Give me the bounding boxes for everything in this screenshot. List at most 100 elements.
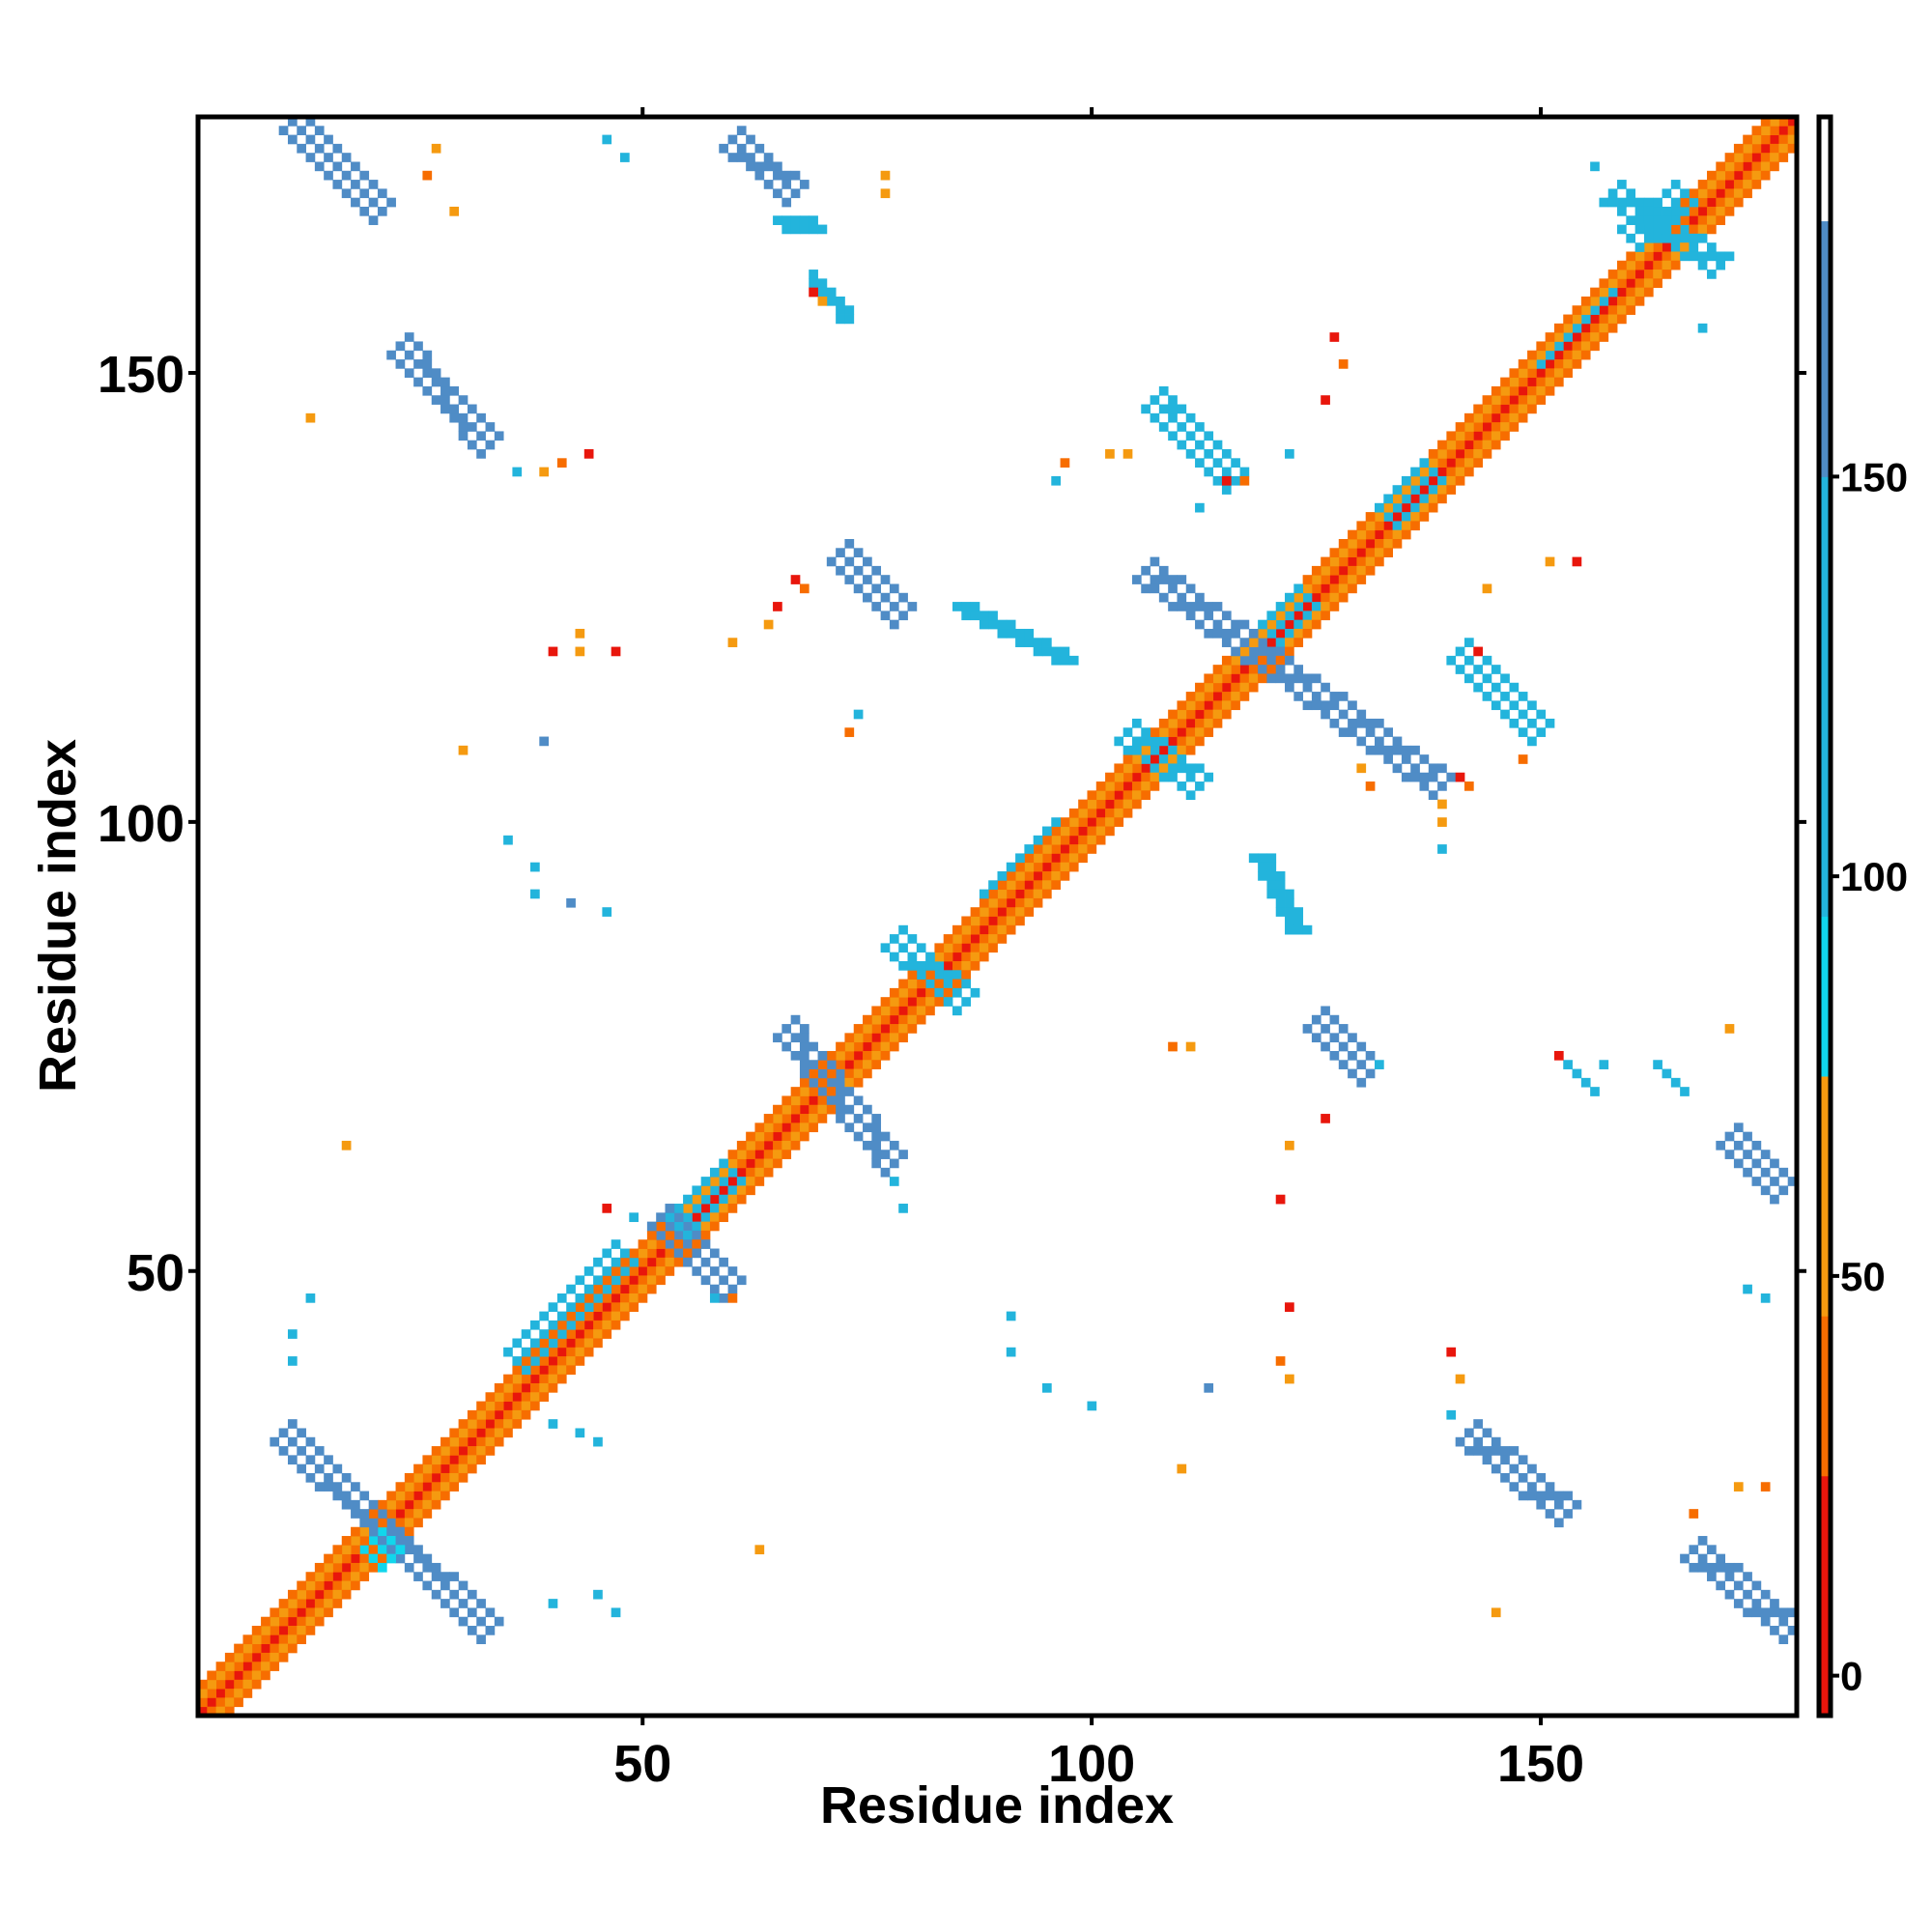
heatmap-cell	[449, 1437, 459, 1447]
heatmap-cell	[503, 1392, 513, 1402]
heatmap-cell	[1707, 180, 1717, 189]
heatmap-cell	[898, 1033, 908, 1042]
heatmap-cell	[1330, 575, 1340, 584]
heatmap-cell	[1456, 665, 1465, 674]
heatmap-cell	[791, 215, 801, 225]
heatmap-cell	[1635, 242, 1645, 252]
heatmap-cell	[359, 1492, 369, 1501]
heatmap-cell	[692, 1266, 701, 1276]
heatmap-cell	[503, 1428, 513, 1437]
heatmap-cell	[413, 359, 423, 369]
heatmap-cell	[791, 575, 801, 584]
heatmap-cell	[746, 1168, 755, 1178]
heatmap-cell	[898, 611, 908, 620]
heatmap-cell	[1410, 763, 1420, 773]
heatmap-cell	[1698, 1554, 1708, 1564]
heatmap-cell	[629, 1212, 639, 1222]
heatmap-cell	[728, 1285, 738, 1294]
heatmap-cell	[1321, 1042, 1330, 1052]
heatmap-cell	[674, 1212, 684, 1222]
heatmap-cell	[1141, 763, 1151, 773]
heatmap-cell	[440, 1492, 450, 1501]
heatmap-cell	[1707, 198, 1717, 208]
heatmap-cell	[1339, 1042, 1349, 1052]
heatmap-cell	[1015, 863, 1025, 872]
heatmap-cell	[1492, 422, 1501, 432]
heatmap-cell	[656, 1239, 666, 1249]
heatmap-cell	[818, 1087, 828, 1096]
heatmap-cell	[1078, 827, 1088, 837]
heatmap-cell	[1186, 449, 1196, 459]
heatmap-cell	[665, 1222, 674, 1232]
heatmap-cell	[754, 1177, 764, 1186]
heatmap-cell	[1698, 234, 1708, 243]
heatmap-cell	[1716, 180, 1725, 189]
heatmap-cell	[1644, 234, 1654, 243]
heatmap-cell	[530, 1392, 540, 1402]
heatmap-cell	[1249, 629, 1259, 639]
heatmap-cell	[1761, 153, 1771, 162]
heatmap-cell	[279, 1644, 289, 1654]
heatmap-cell	[791, 1122, 801, 1132]
heatmap-cell	[539, 468, 549, 477]
heatmap-cell	[639, 1293, 648, 1303]
heatmap-cell	[1608, 188, 1618, 198]
heatmap-cell	[836, 315, 845, 325]
heatmap-cell	[503, 1383, 513, 1393]
heatmap-cell	[1778, 1617, 1788, 1627]
heatmap-cell	[1608, 297, 1618, 306]
heatmap-cell	[1680, 1087, 1690, 1096]
heatmap-cell	[432, 1500, 441, 1510]
heatmap-cell	[1761, 1293, 1771, 1303]
heatmap-cell	[746, 161, 755, 171]
y-tick-label: 50	[127, 1244, 185, 1302]
heatmap-cell	[656, 1231, 666, 1240]
heatmap-cell	[1061, 458, 1070, 468]
heatmap-cell	[378, 1509, 387, 1519]
heatmap-cell	[1285, 593, 1294, 603]
heatmap-cell	[961, 602, 971, 611]
heatmap-cell	[791, 1132, 801, 1142]
heatmap-cell	[754, 1159, 764, 1169]
heatmap-cell	[961, 961, 971, 971]
heatmap-cell	[1393, 530, 1403, 540]
heatmap-cell	[593, 1285, 603, 1294]
heatmap-cell	[692, 1185, 701, 1195]
heatmap-cell	[674, 1222, 684, 1232]
heatmap-cell	[818, 1114, 828, 1123]
heatmap-cell	[1141, 583, 1151, 593]
heatmap-cell	[683, 1231, 693, 1240]
heatmap-cell	[468, 1410, 477, 1420]
heatmap-cell	[522, 1402, 531, 1411]
heatmap-cell	[1168, 773, 1178, 782]
heatmap-cell	[1590, 161, 1600, 171]
heatmap-cell	[1770, 126, 1779, 135]
heatmap-cell	[297, 1617, 306, 1627]
heatmap-cell	[1653, 198, 1662, 208]
heatmap-cell	[1446, 458, 1456, 468]
heatmap-cell	[432, 368, 441, 378]
heatmap-cell	[369, 1527, 379, 1537]
heatmap-cell	[1222, 638, 1232, 647]
heatmap-cell	[1446, 656, 1456, 666]
heatmap-cell	[1258, 647, 1267, 657]
heatmap-cell	[781, 1024, 791, 1034]
heatmap-cell	[468, 1464, 477, 1474]
heatmap-cell	[781, 1114, 791, 1123]
heatmap-cell	[971, 602, 980, 611]
heatmap-cell	[1680, 215, 1690, 225]
heatmap-cell	[225, 1671, 235, 1681]
heatmap-cell	[1168, 737, 1178, 747]
heatmap-cell	[270, 1634, 279, 1644]
heatmap-cell	[1519, 692, 1528, 701]
heatmap-cell	[1662, 242, 1672, 252]
heatmap-cell	[1356, 521, 1366, 530]
heatmap-cell	[297, 1590, 306, 1600]
heatmap-cell	[827, 1051, 837, 1061]
heatmap-cell	[1437, 817, 1447, 827]
heatmap-cell	[1240, 647, 1250, 657]
heatmap-cell	[1276, 638, 1286, 647]
heatmap-cell	[1500, 413, 1510, 423]
heatmap-cell	[503, 1402, 513, 1411]
heatmap-cell	[342, 1563, 352, 1573]
